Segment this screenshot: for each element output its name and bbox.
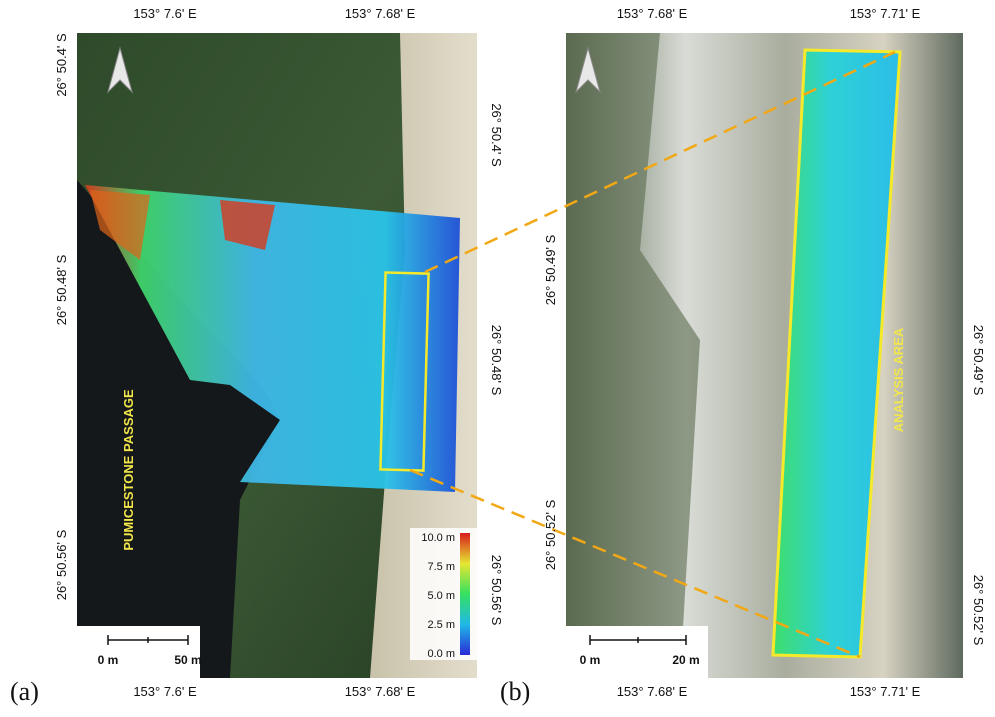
- colorbar-label: 10.0 m: [421, 532, 455, 544]
- annotation: PUMICESTONE PASSAGE: [121, 389, 136, 551]
- coord-label: 153° 7.68' E: [617, 6, 688, 21]
- scale-label: 0 m: [580, 653, 601, 667]
- coord-label: 153° 7.6' E: [133, 684, 197, 699]
- colorbar-label: 5.0 m: [427, 590, 455, 602]
- coord-label: 153° 7.71' E: [850, 6, 921, 21]
- scale-label: 20 m: [672, 653, 699, 667]
- colorbar-label: 0.0 m: [427, 648, 455, 660]
- coord-label: 153° 7.68' E: [617, 684, 688, 699]
- coord-label: 153° 7.6' E: [133, 6, 197, 21]
- scale-label: 0 m: [98, 653, 119, 667]
- scale-label: 50 m: [174, 653, 201, 667]
- coord-label: 26° 50.49' S: [971, 325, 986, 396]
- colorbar-label: 7.5 m: [427, 561, 455, 573]
- colorbar-label: 2.5 m: [427, 619, 455, 631]
- coord-label: 26° 50.52' S: [543, 499, 558, 570]
- coord-label: 153° 7.68' E: [345, 684, 416, 699]
- coord-label: 153° 7.71' E: [850, 684, 921, 699]
- coord-label: 26° 50.52' S: [971, 575, 986, 646]
- figure: (a) 153° 7.6' E 153° 7.68' E 153° 7.6' E…: [0, 0, 995, 712]
- coord-label: 26° 50.4' S: [54, 33, 69, 97]
- panel-label: (b): [500, 677, 530, 706]
- map-a: [77, 33, 477, 678]
- coord-label: 26° 50.49' S: [543, 234, 558, 305]
- coord-label: 26° 50.48' S: [489, 325, 504, 396]
- coord-label: 153° 7.68' E: [345, 6, 416, 21]
- annotation: ANALYSIS AREA: [891, 327, 906, 432]
- coord-label: 26° 50.48' S: [54, 254, 69, 325]
- coord-label: 26° 50.56' S: [489, 555, 504, 626]
- coord-label: 26° 50.4' S: [489, 103, 504, 167]
- panel-label: (a): [10, 677, 39, 706]
- coord-label: 26° 50.56' S: [54, 529, 69, 600]
